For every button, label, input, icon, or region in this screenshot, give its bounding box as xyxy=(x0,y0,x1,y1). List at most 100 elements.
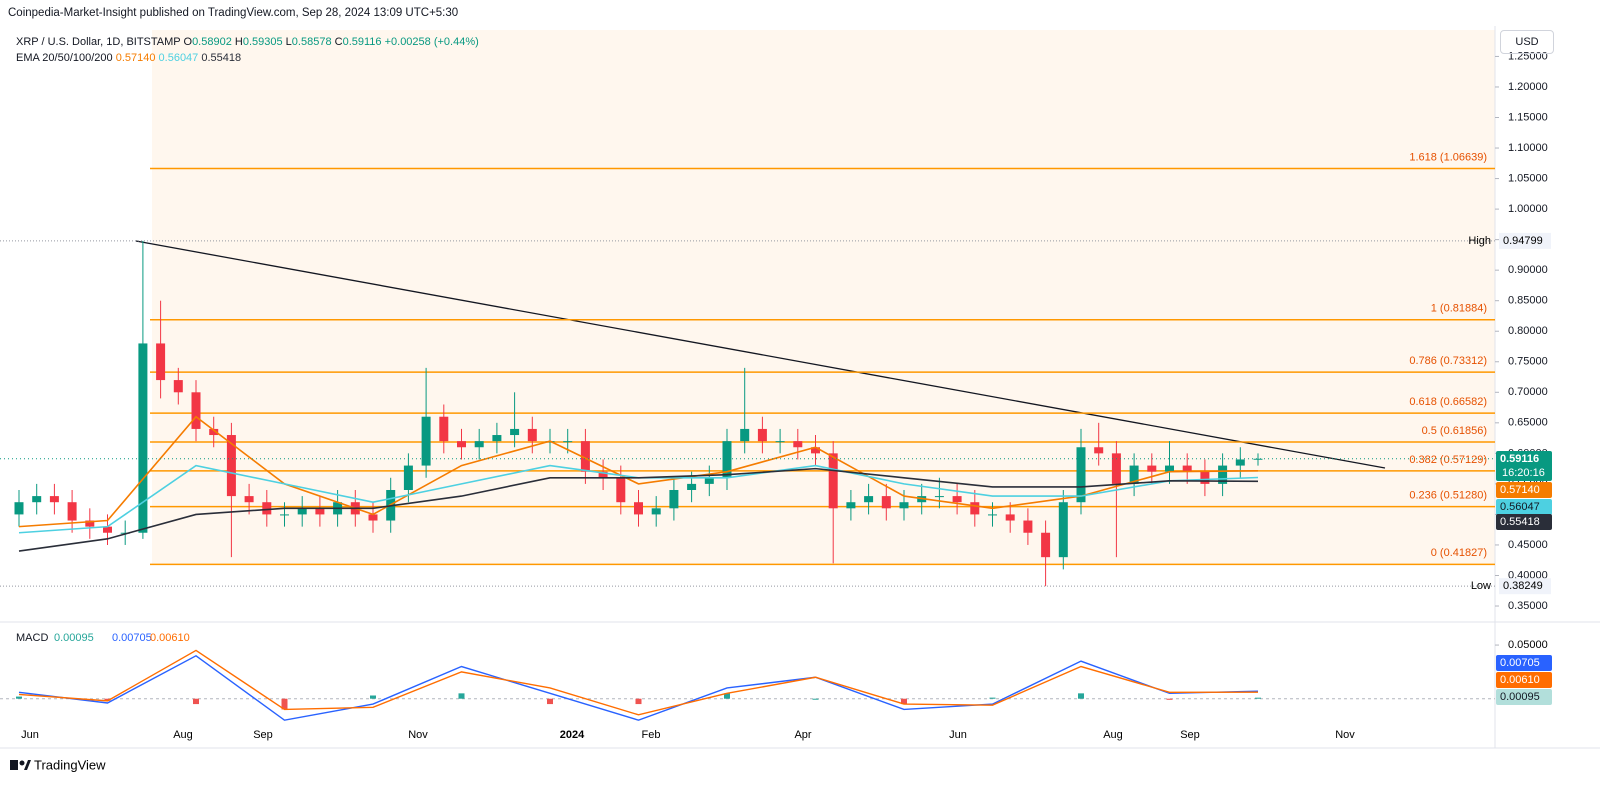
candle-body xyxy=(138,343,148,533)
y-tick-label: 0.90000 xyxy=(1508,264,1548,276)
candle-body xyxy=(32,496,42,503)
candle-body xyxy=(687,483,697,490)
candle-body xyxy=(1041,532,1051,558)
macd-histogram-bar xyxy=(989,697,996,699)
candle-body xyxy=(492,435,502,442)
candle-body xyxy=(474,441,484,448)
candle-body xyxy=(14,502,24,515)
fib-label: 0.618 (0.66582) xyxy=(1409,396,1487,408)
macd-histogram-bar xyxy=(1255,697,1261,699)
fib-label: 0.236 (0.51280) xyxy=(1409,490,1487,502)
macd-histogram-bar xyxy=(1166,698,1173,700)
macd-badge-value: 0.00705 xyxy=(1500,657,1540,669)
y-tick-label: 0.80000 xyxy=(1508,325,1548,337)
candle-body xyxy=(403,465,413,490)
x-tick-label: Nov xyxy=(1335,729,1355,741)
candle-body xyxy=(1111,453,1121,484)
ema-badge xyxy=(1496,499,1552,515)
candle-body xyxy=(793,441,803,448)
ema-line xyxy=(18,415,1259,528)
macd-histogram-bar xyxy=(1078,693,1084,699)
candle-body xyxy=(934,496,944,498)
currency-button[interactable]: USD xyxy=(1500,30,1554,54)
y-tick-label: 0.85000 xyxy=(1508,295,1548,307)
x-tick-label: Aug xyxy=(1103,729,1123,741)
candle-body xyxy=(421,416,431,466)
x-tick-label: Jun xyxy=(21,729,39,741)
candle-body xyxy=(1023,520,1033,533)
ohlc-key: C xyxy=(334,36,343,48)
macd-histogram-bar xyxy=(901,698,907,705)
candle-body xyxy=(457,441,466,448)
candle-body xyxy=(970,502,980,515)
candle-body xyxy=(651,508,661,515)
candle-body xyxy=(775,441,785,443)
high-badge xyxy=(1499,232,1551,249)
candle-body xyxy=(580,441,590,472)
macd-badge xyxy=(1496,672,1552,688)
legend: XRP / U.S. Dollar, 1D, BITSTAMP O0.58902… xyxy=(16,34,479,66)
x-tick-label: Aug xyxy=(173,729,193,741)
ema-value: 0.57140 xyxy=(115,52,156,64)
candle-body xyxy=(67,502,77,521)
candle-body xyxy=(669,489,679,509)
brand-logo xyxy=(10,760,31,770)
low-label: Low xyxy=(1471,580,1491,592)
ohlc-key: O xyxy=(183,36,193,48)
high-label: High xyxy=(1468,235,1491,247)
fib-label: 1.618 (1.06639) xyxy=(1409,151,1487,163)
macd-histogram-bar xyxy=(458,693,465,699)
candle-body xyxy=(1235,459,1245,466)
candle-body xyxy=(563,441,573,443)
candle-body xyxy=(510,428,520,436)
ohlc-key: H xyxy=(234,36,243,48)
candle-body xyxy=(616,477,626,503)
candle-body xyxy=(864,496,874,503)
ema-value: 0.55418 xyxy=(201,52,242,64)
ema-badge xyxy=(1496,514,1552,530)
y-tick-label: 0.05000 xyxy=(1508,639,1548,651)
candle-body xyxy=(439,416,449,442)
candle-body xyxy=(103,526,112,533)
ema-badge-value: 0.56047 xyxy=(1500,501,1540,513)
candle-body xyxy=(722,441,732,478)
candle-body xyxy=(757,428,767,442)
candle-body xyxy=(1147,465,1157,472)
trend-line xyxy=(135,240,1386,469)
change: +0.00258 (+0.44%) xyxy=(384,36,479,48)
fib-label: 0 (0.41827) xyxy=(1431,547,1487,559)
fib-label: 0.382 (0.57129) xyxy=(1409,454,1487,466)
candle-body xyxy=(1253,458,1263,460)
candle-body xyxy=(244,496,254,503)
x-tick-label: 2024 xyxy=(560,729,585,741)
macd-histogram-bar xyxy=(724,693,730,699)
candle-body xyxy=(598,471,608,478)
ema-badge-value: 0.55418 xyxy=(1500,516,1540,528)
candle-body xyxy=(704,477,714,484)
candle-body xyxy=(952,496,962,503)
candle-body xyxy=(297,508,307,515)
macd-badge xyxy=(1496,655,1552,671)
x-tick-label: Apr xyxy=(794,729,811,741)
x-tick-label: Jun xyxy=(949,729,967,741)
y-tick-label: 0.35000 xyxy=(1508,600,1548,612)
y-tick-label: 0.65000 xyxy=(1508,417,1548,429)
ohlc-value: 0.58902 xyxy=(192,36,232,48)
candle-body xyxy=(1005,514,1015,521)
candle-body xyxy=(49,496,59,503)
macd-histogram-bar xyxy=(812,698,819,700)
y-tick-label: 1.20000 xyxy=(1508,81,1548,93)
ohlc-value: 0.58578 xyxy=(291,36,332,48)
macd-histogram-bar xyxy=(635,698,642,705)
y-tick-label: 1.00000 xyxy=(1508,203,1548,215)
price-badge-value: 0.59116 xyxy=(1500,453,1539,465)
macd-histogram-bar xyxy=(547,698,553,705)
symbol: XRP / U.S. Dollar, 1D, BITSTAMP xyxy=(16,36,181,48)
candle-body xyxy=(988,514,997,516)
y-tick-label: 0.70000 xyxy=(1508,386,1548,398)
ohlc-value: 0.59305 xyxy=(242,36,283,48)
ema-badge xyxy=(1496,482,1552,498)
macd-legend-value: 0.00095 xyxy=(54,632,94,644)
macd-histogram-bar xyxy=(281,698,288,710)
